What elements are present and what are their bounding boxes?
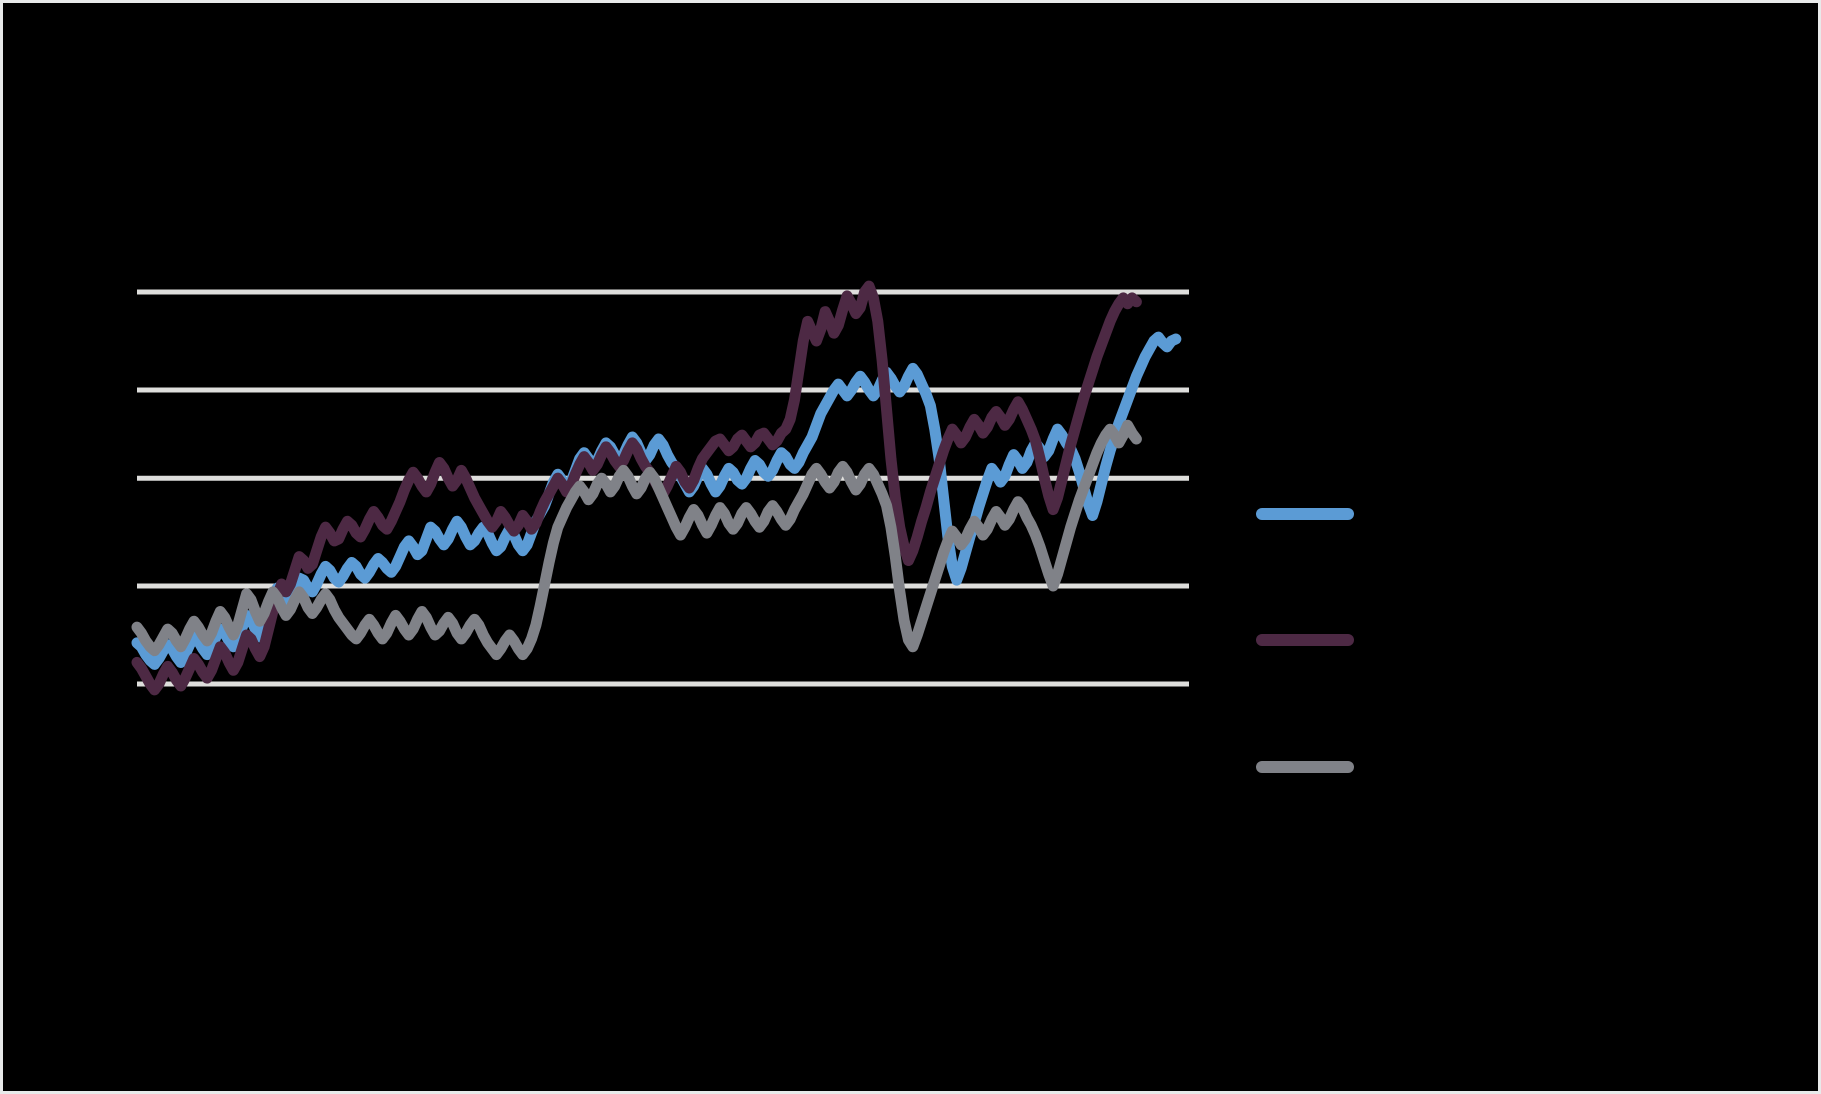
legend-item-1[interactable] bbox=[1256, 634, 1370, 646]
y-axis-tick-labels bbox=[43, 243, 133, 733]
series-lines bbox=[131, 280, 1182, 696]
legend-item-0[interactable] bbox=[1256, 508, 1370, 520]
line-swatch-purple-icon bbox=[1256, 634, 1354, 646]
series-line-2 bbox=[131, 419, 1142, 661]
plot-area bbox=[131, 243, 1189, 733]
chart-legend bbox=[1256, 483, 1686, 813]
x-axis-tick-labels bbox=[137, 739, 1189, 779]
line-swatch-blue-icon bbox=[1256, 508, 1354, 520]
line-swatch-gray-icon bbox=[1256, 761, 1354, 773]
legend-item-2[interactable] bbox=[1256, 761, 1370, 773]
series-line-0 bbox=[131, 331, 1182, 670]
plot-svg bbox=[131, 280, 1189, 696]
series-line-1 bbox=[131, 280, 1142, 696]
